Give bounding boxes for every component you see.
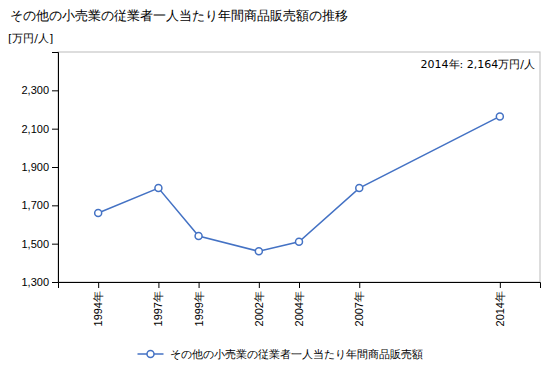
marks (95, 113, 504, 255)
x-tick-label: 1997年 (152, 291, 164, 326)
y-tick-mark (52, 205, 58, 206)
x-tick-label: 1999年 (193, 291, 205, 326)
y-axis-line (52, 53, 59, 283)
y-axis: 1,300 1,500 1,700 1,900 2,100 2,300 (21, 53, 58, 289)
x-tick: 2002年 (253, 282, 265, 326)
y-tick-mark (52, 167, 58, 168)
plot: 1994年 1997年 1999年 2002年 2004年 2007年 2014年 1,300… (21, 52, 540, 326)
x-tick: 1999年 (193, 282, 205, 326)
x-tick: 2004年 (293, 282, 305, 326)
x-axis: 1994年 1997年 1999年 2002年 2004年 2007年 2014年 (59, 282, 541, 326)
legend-label: その他の小売業の従業者一人当たり年間商品販売額 (170, 348, 423, 361)
series-marker (195, 233, 202, 240)
y-tick-label: 1,300 (21, 276, 49, 288)
series-marker (255, 248, 262, 255)
x-tick: 1994年 (92, 282, 104, 326)
series-line (98, 116, 500, 251)
x-tick-mark (199, 282, 200, 288)
legend-item: その他の小売業の従業者一人当たり年間商品販売額 (138, 348, 423, 361)
chart: その他の小売業の従業者一人当たり年間商品販売額の推移 1994年 1997年 1999… (0, 0, 560, 366)
x-axis-line (59, 283, 541, 289)
y-tick: 1,300 (21, 276, 58, 288)
series-marker (356, 185, 363, 192)
legend: その他の小売業の従業者一人当たり年間商品販売額 (138, 348, 423, 361)
y-tick-label: 1,700 (21, 199, 49, 211)
series-marker (95, 210, 102, 217)
series-marker (496, 113, 503, 120)
annotation: 2014年: 2,164万円/人 (421, 58, 535, 71)
y-tick-mark (52, 90, 58, 91)
x-tick-label: 2007年 (353, 291, 365, 326)
x-tick: 2014年 (494, 282, 506, 326)
y-tick-label: 1,900 (21, 161, 49, 173)
y-tick-mark (52, 282, 58, 283)
y-tick-label: 2,100 (21, 123, 49, 135)
y-tick: 1,700 (21, 199, 58, 211)
title: その他の小売業の従業者一人当たり年間商品販売額の推移 (10, 8, 348, 23)
x-tick-label: 2004年 (293, 291, 305, 326)
y-axis-label: [万円/人] (8, 32, 53, 45)
x-tick-mark (259, 282, 260, 288)
y-tick: 2,300 (21, 84, 58, 96)
y-tick-mark (52, 244, 58, 245)
plot-frame (58, 52, 540, 282)
y-tick-mark (52, 129, 58, 130)
x-tick-mark (299, 282, 300, 288)
x-tick-label: 2014年 (494, 291, 506, 326)
x-tick-mark (500, 282, 501, 288)
x-tick: 2007年 (353, 282, 365, 326)
y-tick-label: 2,300 (21, 84, 49, 96)
y-tick: 1,500 (21, 238, 58, 250)
x-tick-label: 1994年 (92, 291, 104, 326)
y-tick: 1,900 (21, 161, 58, 173)
y-tick-label: 1,500 (21, 238, 49, 250)
x-tick: 1997年 (152, 282, 164, 326)
x-tick-mark (359, 282, 360, 288)
x-tick-mark (98, 282, 99, 288)
y-tick: 2,100 (21, 123, 58, 135)
x-tick-label: 2002年 (253, 291, 265, 326)
x-tick-mark (158, 282, 159, 288)
series-marker (296, 238, 303, 245)
series-marker (155, 185, 162, 192)
legend-marker (147, 351, 154, 358)
